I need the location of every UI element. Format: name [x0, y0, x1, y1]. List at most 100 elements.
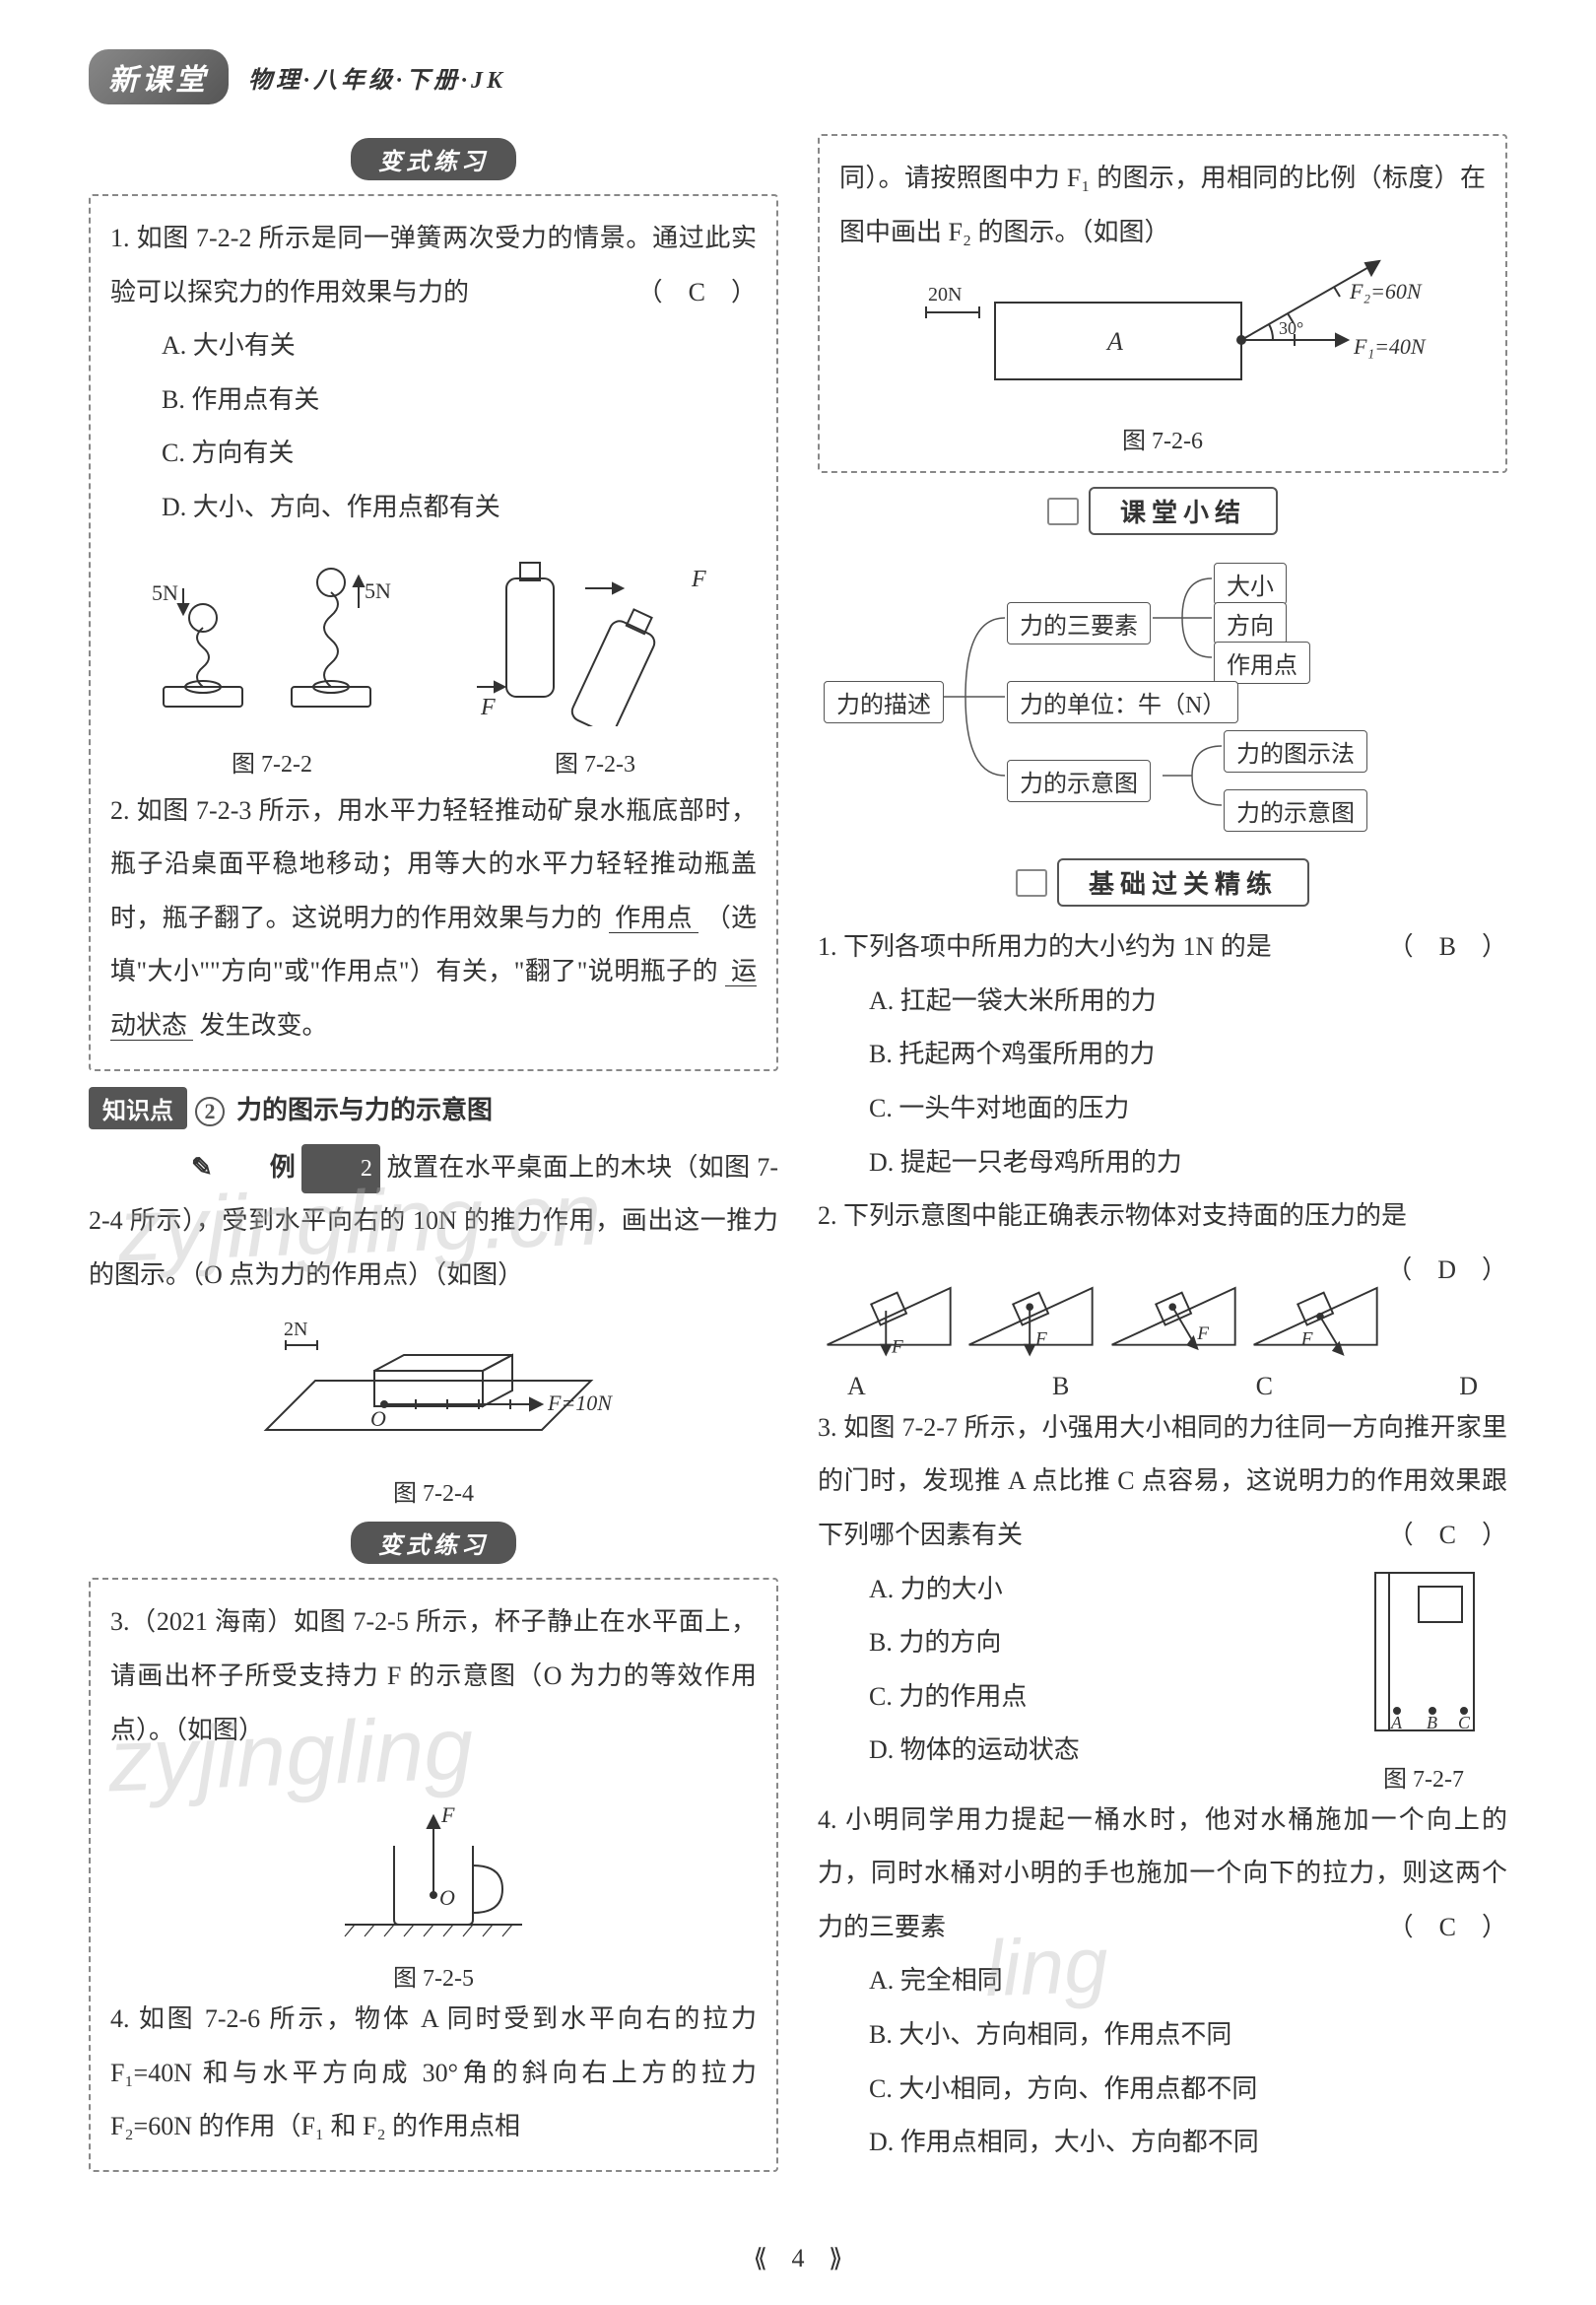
p2-figA: F — [818, 1257, 960, 1366]
p2-figB: F — [960, 1257, 1101, 1366]
right-column: 同）。请按照图中力 F₁ 的图示，用相同的比例（标度）在图中画出 F₂ 的图示。… — [818, 124, 1507, 2182]
p2-labB: B — [1052, 1372, 1069, 1401]
p1-answer-paren: （ B ） — [1388, 920, 1507, 975]
tree-root: 力的描述 — [824, 681, 944, 723]
page-number: 4 — [774, 2242, 823, 2275]
p4-optA: A. 完全相同 — [818, 1954, 1507, 2008]
p2-figC: F — [1102, 1257, 1244, 1366]
kp-tag: 知识点 — [89, 1087, 187, 1129]
q1-optD: D. 大小、方向、作用点都有关 — [110, 481, 757, 535]
variant-box-2: 3.（2021 海南）如图 7-2-5 所示，杯子静止在水平面上，请画出杯子所受… — [89, 1578, 778, 2172]
svg-text:F₁=40N: F₁=40N — [1353, 334, 1427, 359]
example-2: ✎例2 放置在水平桌面上的木块（如图 7-2-4 所示），受到水平向右的 10N… — [89, 1141, 778, 1303]
fig-7-2-7-caption: 图 7-2-7 — [1340, 1759, 1507, 1794]
kp-num: 2 — [195, 1097, 225, 1126]
svg-text:F: F — [480, 695, 496, 720]
svg-text:A: A — [1390, 1713, 1403, 1732]
svg-text:O: O — [439, 1885, 455, 1910]
svg-text:F: F — [891, 1336, 903, 1357]
example-num: 2 — [301, 1144, 380, 1193]
q1-answer: C — [689, 278, 705, 306]
q4-cont-stem: 同）。请按照图中力 F₁ 的图示，用相同的比例（标度）在图中画出 F₂ 的图示。… — [839, 152, 1486, 259]
q4-cont-box: 同）。请按照图中力 F₁ 的图示，用相同的比例（标度）在图中画出 F₂ 的图示。… — [818, 134, 1507, 473]
p2-answer-paren: （ D ） — [1386, 1244, 1507, 1298]
p2-labC: C — [1256, 1372, 1273, 1401]
p2-figD: F — [1244, 1257, 1386, 1366]
p1-optA: A. 扛起一袋大米所用的力 — [818, 975, 1507, 1029]
q1-figures: 5N 5N — [110, 549, 757, 726]
svg-text:F: F — [1300, 1328, 1313, 1349]
fig-7-2-4: O F=10N 2N — [227, 1302, 640, 1469]
fig-7-2-2-caption: 图 7-2-2 — [144, 744, 400, 779]
p3-answer: C — [1439, 1521, 1456, 1549]
svg-text:F: F — [1034, 1328, 1047, 1349]
example-hand-icon: ✎ — [140, 1141, 213, 1195]
p2-answer: D — [1437, 1255, 1456, 1284]
svg-text:20N: 20N — [928, 284, 962, 305]
tree-b1: 力的三要素 — [1007, 602, 1151, 644]
p1-stem: 1. 下列各项中所用力的大小约为 1N 的是 （ B ） — [818, 920, 1507, 975]
p3-stem: 3. 如图 7-2-7 所示，小强用大小相同的力往同一方向推开家里的门时，发现推… — [818, 1401, 1507, 1563]
q2-blank1: 作用点 — [609, 904, 698, 933]
kp-title: 力的图示与力的示意图 — [236, 1096, 493, 1124]
tree-b1a: 大小 — [1214, 563, 1287, 605]
ex2-O: O — [370, 1406, 386, 1431]
p1-answer: B — [1439, 932, 1456, 961]
tree-b3a: 力的图示法 — [1224, 730, 1367, 773]
q1-answer-paren: （ C ） — [637, 266, 757, 320]
q2-stem: 2. 如图 7-2-3 所示，用水平力轻轻推动矿泉水瓶底部时，瓶子沿桌面平稳地移… — [110, 784, 757, 1053]
example-label: 例 — [219, 1141, 296, 1195]
banner-label: 变式练习 — [351, 138, 516, 180]
svg-text:5N: 5N — [152, 580, 178, 605]
p3-answer-paren: （ C ） — [1388, 1509, 1507, 1563]
p2-labD: D — [1459, 1372, 1478, 1401]
fig-7-2-3-caption: 图 7-2-3 — [467, 744, 723, 779]
fig-7-2-6-caption: 图 7-2-6 — [839, 421, 1486, 455]
pencil-icon — [1016, 869, 1047, 897]
logo-badge: 新课堂 — [89, 49, 229, 104]
knowledge-point-2: 知识点 2 力的图示与力的示意图 — [89, 1087, 778, 1129]
svg-text:30°: 30° — [1279, 318, 1303, 338]
variant-practice-banner-2: 变式练习 — [89, 1522, 778, 1564]
p1-optB: B. 托起两个鸡蛋所用的力 — [818, 1028, 1507, 1082]
tree-b1c: 作用点 — [1214, 642, 1310, 684]
page-header: 新课堂 物理·八年级·下册·JK — [89, 49, 1507, 104]
banner-label-2: 变式练习 — [351, 1522, 516, 1564]
fig-7-2-2: 5N 5N — [144, 549, 400, 726]
p2-labels: A B C D — [818, 1372, 1507, 1401]
p4-optC: C. 大小相同，方向、作用点都不同 — [818, 2063, 1507, 2117]
p2-figures: F F F — [818, 1257, 1386, 1366]
p3-optD: D. 物体的运动状态 — [818, 1724, 1320, 1778]
p3-optC: C. 力的作用点 — [818, 1670, 1320, 1725]
q1-optA: A. 大小有关 — [110, 319, 757, 373]
q3-stem: 3.（2021 海南）如图 7-2-5 所示，杯子静止在水平面上，请画出杯子所受… — [110, 1595, 757, 1757]
svg-text:B: B — [1427, 1713, 1437, 1732]
q2-c: 发生改变。 — [200, 1011, 328, 1040]
p4-answer: C — [1439, 1913, 1456, 1941]
p3-optB: B. 力的方向 — [818, 1616, 1320, 1670]
ex2-scale: 2N — [284, 1319, 307, 1340]
basic-practice-label: 基础过关精练 — [1057, 858, 1309, 907]
svg-text:5N: 5N — [365, 578, 391, 603]
q1-optB: B. 作用点有关 — [110, 373, 757, 428]
svg-text:A: A — [1105, 327, 1123, 356]
fig-7-2-3: F F — [467, 549, 723, 726]
class-summary-label: 课堂小结 — [1089, 487, 1278, 535]
footer-deco-left: ⟪ — [754, 2244, 767, 2272]
p2-stem-text: 2. 下列示意图中能正确表示物体对支持面的压力的是 — [818, 1201, 1407, 1230]
svg-text:F: F — [1196, 1323, 1209, 1344]
q1-optC: C. 方向有关 — [110, 427, 757, 481]
tree-b1b: 方向 — [1214, 602, 1287, 644]
p2-stem: 2. 下列示意图中能正确表示物体对支持面的压力的是 （ D ） — [818, 1189, 1507, 1244]
q1-fig-captions: 图 7-2-2 图 7-2-3 — [110, 740, 757, 779]
fig-7-2-4-caption: 图 7-2-4 — [89, 1473, 778, 1508]
variant-box-1: 1. 如图 7-2-2 所示是同一弹簧两次受力的情景。通过此实验可以探究力的作用… — [89, 194, 778, 1071]
left-column: 变式练习 1. 如图 7-2-2 所示是同一弹簧两次受力的情景。通过此实验可以探… — [89, 124, 778, 2182]
svg-text:F₂=60N: F₂=60N — [1349, 279, 1423, 304]
tree-b2: 力的单位：牛（N） — [1007, 681, 1238, 723]
class-summary-banner: 课堂小结 — [818, 487, 1507, 535]
fig-7-2-6: A 20N F₁=40N F₂= — [887, 259, 1438, 417]
p4-stem: 4. 小明同学用力提起一桶水时，他对水桶施加一个向上的力，同时水桶对小明的手也施… — [818, 1794, 1507, 1955]
basic-practice-banner: 基础过关精练 — [818, 858, 1507, 907]
fig-7-2-5-caption: 图 7-2-5 — [110, 1958, 757, 1993]
